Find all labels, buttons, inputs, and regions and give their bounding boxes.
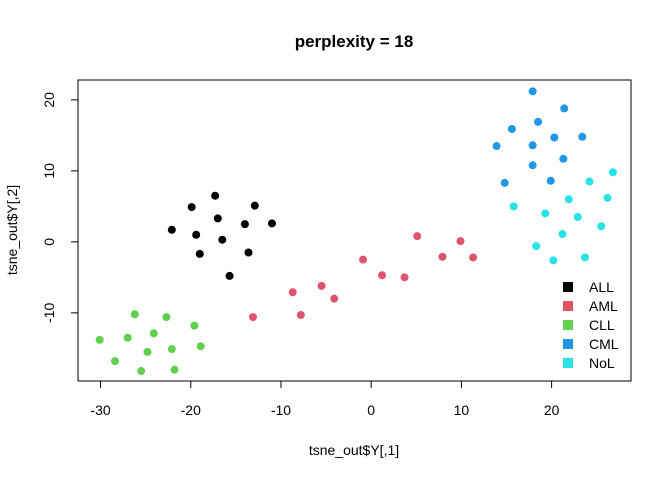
data-point: [559, 154, 568, 163]
data-point: [317, 281, 326, 290]
data-point: [456, 237, 465, 246]
legend-label: AML: [589, 298, 618, 314]
data-point: [580, 253, 589, 262]
data-point: [240, 220, 249, 229]
data-point: [573, 213, 582, 222]
legend-swatch: [563, 282, 573, 292]
legend-swatch: [563, 358, 573, 368]
x-tick-label: -30: [90, 402, 110, 418]
data-point: [288, 288, 297, 297]
data-point: [528, 87, 537, 96]
data-point: [192, 230, 201, 239]
plot-frame: [77, 79, 632, 382]
data-point: [546, 176, 555, 185]
data-point: [558, 230, 567, 239]
x-tick-label: 0: [367, 402, 375, 418]
series-aml: [249, 232, 478, 322]
data-point: [225, 271, 234, 280]
data-point: [438, 252, 447, 261]
legend-label: CLL: [589, 317, 615, 333]
data-point: [167, 225, 176, 234]
x-tick-label: -20: [181, 402, 201, 418]
data-point: [137, 367, 146, 376]
data-point: [130, 310, 139, 319]
data-point: [123, 333, 132, 342]
data-point: [400, 273, 409, 282]
data-point: [110, 357, 119, 366]
x-axis: -30 -20 -10 0 10 20: [90, 380, 560, 418]
legend: ALL AML CLL CML NoL: [563, 279, 619, 371]
data-point: [549, 256, 558, 265]
y-tick-label: -10: [41, 303, 57, 323]
y-axis-title: tsne_out$Y[,2]: [4, 185, 20, 275]
data-point: [541, 209, 550, 218]
data-point: [170, 365, 179, 374]
chart-title: perplexity = 18: [295, 32, 414, 51]
x-tick-label: -10: [271, 402, 291, 418]
data-point: [597, 222, 606, 231]
x-tick-label: 10: [454, 402, 470, 418]
data-point: [211, 191, 220, 200]
data-point: [162, 313, 171, 322]
data-point: [492, 142, 501, 151]
data-point: [509, 202, 518, 211]
legend-swatch: [563, 320, 573, 330]
series-cml: [492, 87, 587, 187]
data-point: [330, 294, 339, 303]
y-axis: -10 0 10 20: [41, 92, 79, 323]
data-point: [564, 195, 573, 204]
data-point: [190, 321, 199, 330]
data-point: [578, 132, 587, 141]
series-nol: [509, 168, 617, 265]
data-point: [250, 201, 259, 210]
data-point: [603, 193, 612, 202]
data-point: [532, 242, 541, 251]
series-cll: [95, 310, 205, 376]
x-tick-label: 20: [544, 402, 560, 418]
data-point: [267, 219, 276, 228]
data-point: [167, 345, 176, 354]
data-point: [507, 124, 516, 133]
data-point: [528, 161, 537, 170]
data-point: [143, 347, 152, 356]
data-point: [560, 104, 569, 113]
data-point: [195, 249, 204, 258]
legend-label: CML: [589, 336, 619, 352]
data-point: [608, 168, 617, 177]
data-point: [95, 335, 104, 344]
data-point: [550, 133, 559, 142]
legend-label: NoL: [589, 355, 615, 371]
legend-label: ALL: [589, 279, 614, 295]
data-point: [413, 232, 422, 241]
series-all: [167, 191, 276, 280]
data-points: [95, 87, 617, 376]
data-point: [249, 313, 258, 322]
data-point: [528, 141, 537, 150]
data-point: [585, 177, 594, 186]
legend-swatch: [563, 339, 573, 349]
data-point: [149, 329, 158, 338]
data-point: [500, 178, 509, 187]
data-point: [196, 342, 205, 351]
y-tick-label: 0: [41, 238, 57, 246]
data-point: [213, 214, 222, 223]
data-point: [187, 203, 196, 212]
y-tick-label: 20: [41, 92, 57, 108]
x-axis-title: tsne_out$Y[,1]: [309, 442, 399, 458]
data-point: [534, 117, 543, 126]
legend-swatch: [563, 301, 573, 311]
data-point: [296, 310, 305, 319]
data-point: [359, 255, 368, 264]
y-tick-label: 10: [41, 163, 57, 179]
data-point: [244, 248, 253, 257]
data-point: [218, 235, 227, 244]
data-point: [469, 253, 478, 262]
data-point: [378, 271, 387, 280]
